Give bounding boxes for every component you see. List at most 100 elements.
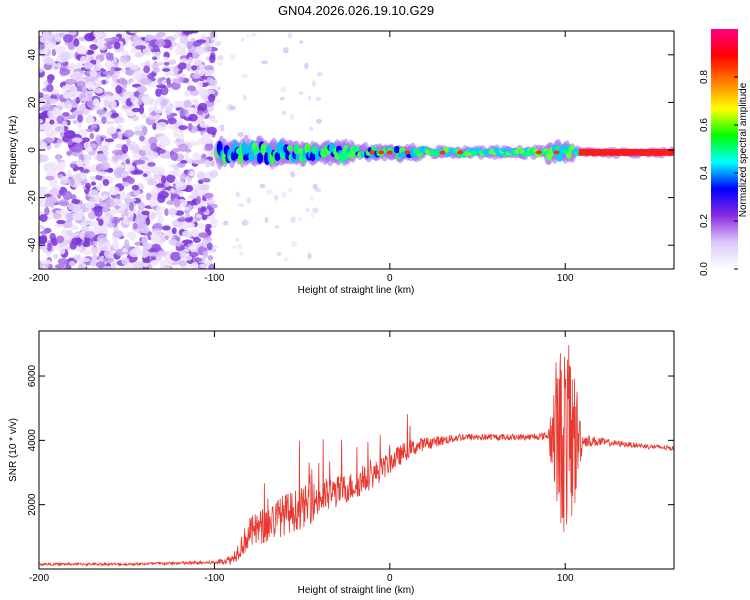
spectrogram-noise-blob bbox=[99, 39, 105, 49]
spectrogram-noise-blob bbox=[69, 74, 80, 79]
spectrogram-noise-blob bbox=[61, 56, 67, 63]
spectrogram-noise-blob bbox=[127, 263, 135, 269]
spectrogram-noise-blob bbox=[76, 80, 86, 88]
spectrogram-noise-blob bbox=[182, 44, 188, 49]
spectrogram-noise-blob bbox=[134, 125, 142, 131]
spectrogram-y-tick-label: 20 bbox=[27, 96, 38, 108]
spectrogram-noise-blob bbox=[152, 35, 162, 40]
spectrogram-noise-blob bbox=[128, 144, 135, 151]
spectrogram-signal-core bbox=[248, 151, 255, 162]
spectrogram-noise-blob bbox=[214, 40, 222, 47]
spectrogram-noise-blob bbox=[173, 198, 181, 208]
colorbar-tick-label: 0.2 bbox=[699, 214, 710, 228]
spectrogram-noise-blob bbox=[88, 189, 99, 198]
spectrogram-noise-blob bbox=[135, 215, 146, 224]
spectrogram-noise-blob bbox=[178, 260, 187, 267]
spectrogram-noise-blob bbox=[100, 161, 111, 171]
spectrogram-noise-blob bbox=[47, 75, 54, 85]
spectrogram-noise-blob bbox=[183, 99, 192, 109]
spectrogram-noise-blob bbox=[82, 249, 88, 255]
spectrogram-noise-blob bbox=[155, 113, 161, 119]
spectrogram-noise-blob bbox=[76, 159, 83, 167]
spectrogram-noise-blob bbox=[85, 182, 91, 190]
spectrogram-noise-blob bbox=[206, 199, 216, 204]
spectrogram-noise-blob bbox=[59, 68, 71, 76]
spectrogram-noise-blob bbox=[77, 114, 84, 123]
spectrogram-signal-core bbox=[304, 143, 311, 154]
spectrogram-noise-blob bbox=[106, 168, 114, 174]
spectrogram-noise-blob bbox=[160, 99, 168, 107]
spectrogram-noise-blob bbox=[209, 79, 217, 87]
spectrogram-noise-blob bbox=[312, 207, 319, 214]
spectrogram-noise-blob bbox=[98, 218, 104, 226]
spectrogram-noise-blob bbox=[140, 225, 150, 234]
spectrogram-noise-blob bbox=[100, 224, 109, 231]
spectrogram-noise-blob bbox=[196, 80, 203, 90]
colorbar-tick-label: 0.0 bbox=[699, 262, 710, 276]
spectrogram-noise-blob bbox=[196, 171, 205, 180]
spectrogram-noise-blob bbox=[92, 98, 100, 107]
spectrogram-noise-blob bbox=[290, 216, 296, 223]
spectrogram-noise-blob bbox=[54, 223, 63, 228]
snr-x-tick-label: -100 bbox=[204, 573, 224, 584]
spectrogram-noise-blob bbox=[84, 147, 92, 153]
spectrogram-noise-blob bbox=[281, 110, 287, 116]
spectrogram-noise-blob bbox=[104, 37, 114, 42]
spectrogram-noise-blob bbox=[57, 258, 69, 265]
spectrogram-noise-blob bbox=[102, 71, 113, 76]
spectrogram-noise-blob bbox=[87, 50, 95, 55]
spectrogram-noise-blob bbox=[62, 112, 70, 117]
spectrogram-noise-blob bbox=[141, 95, 152, 103]
spectrogram-noise-blob bbox=[196, 110, 204, 116]
spectrogram-peak bbox=[404, 150, 411, 155]
spectrogram-noise-blob bbox=[206, 126, 217, 136]
spectrogram-noise-blob bbox=[55, 62, 62, 69]
spectrogram-noise-blob bbox=[240, 37, 244, 42]
spectrogram-x-tick-label: 100 bbox=[557, 273, 574, 284]
spectrogram-noise-blob bbox=[98, 198, 104, 204]
spectrogram-noise-blob bbox=[131, 184, 140, 191]
spectrogram-noise-blob bbox=[112, 74, 118, 83]
spectrogram-noise-blob bbox=[102, 206, 110, 213]
spectrogram-noise-blob bbox=[113, 41, 121, 50]
spectrogram-noise-blob bbox=[81, 85, 87, 93]
spectrogram-noise-blob bbox=[189, 244, 196, 253]
spectrogram-noise-blob bbox=[154, 108, 164, 114]
spectrogram-noise-blob bbox=[66, 114, 77, 120]
spectrogram-noise-blob bbox=[197, 257, 202, 262]
spectrogram-noise-blob bbox=[84, 201, 96, 209]
spectrogram-noise-blob bbox=[55, 210, 65, 214]
spectrogram-noise-blob bbox=[209, 54, 216, 64]
spectrogram-noise-blob bbox=[289, 113, 295, 121]
spectrogram-noise-blob bbox=[172, 167, 181, 177]
spectrogram-noise-blob bbox=[130, 94, 136, 103]
spectrogram-noise-blob bbox=[56, 115, 65, 124]
spectrogram-noise-blob bbox=[200, 137, 206, 145]
spectrogram-noise-blob bbox=[44, 57, 54, 65]
spectrogram-noise-blob bbox=[239, 250, 244, 256]
spectrogram-noise-blob bbox=[103, 249, 114, 259]
spectrogram-noise-blob bbox=[39, 118, 44, 124]
spectrogram-noise-blob bbox=[205, 223, 212, 229]
spectrogram-noise-blob bbox=[217, 86, 221, 91]
snr-frame bbox=[38, 330, 675, 570]
spectrogram-noise-blob bbox=[175, 180, 187, 191]
spectrogram-noise-blob bbox=[73, 143, 83, 153]
spectrogram-noise-blob bbox=[310, 212, 315, 218]
spectrogram-noise-blob bbox=[167, 207, 178, 216]
spectrogram-noise-blob bbox=[102, 215, 110, 225]
spectrogram-noise-blob bbox=[110, 260, 117, 269]
spectrogram-noise-blob bbox=[104, 60, 114, 69]
spectrogram-noise-blob bbox=[156, 84, 167, 89]
spectrogram-noise-blob bbox=[119, 190, 126, 201]
spectrogram-noise-blob bbox=[39, 225, 45, 230]
spectrogram-noise-blob bbox=[121, 256, 130, 266]
spectrogram-noise-blob bbox=[315, 118, 323, 124]
spectrogram-noise-blob bbox=[179, 173, 187, 182]
spectrogram-noise-blob bbox=[44, 202, 51, 208]
spectrogram-noise-blob bbox=[192, 51, 200, 60]
spectrogram-noise-blob bbox=[46, 84, 54, 93]
spectrogram-noise-blob bbox=[69, 163, 77, 169]
spectrogram-peak bbox=[378, 150, 385, 155]
